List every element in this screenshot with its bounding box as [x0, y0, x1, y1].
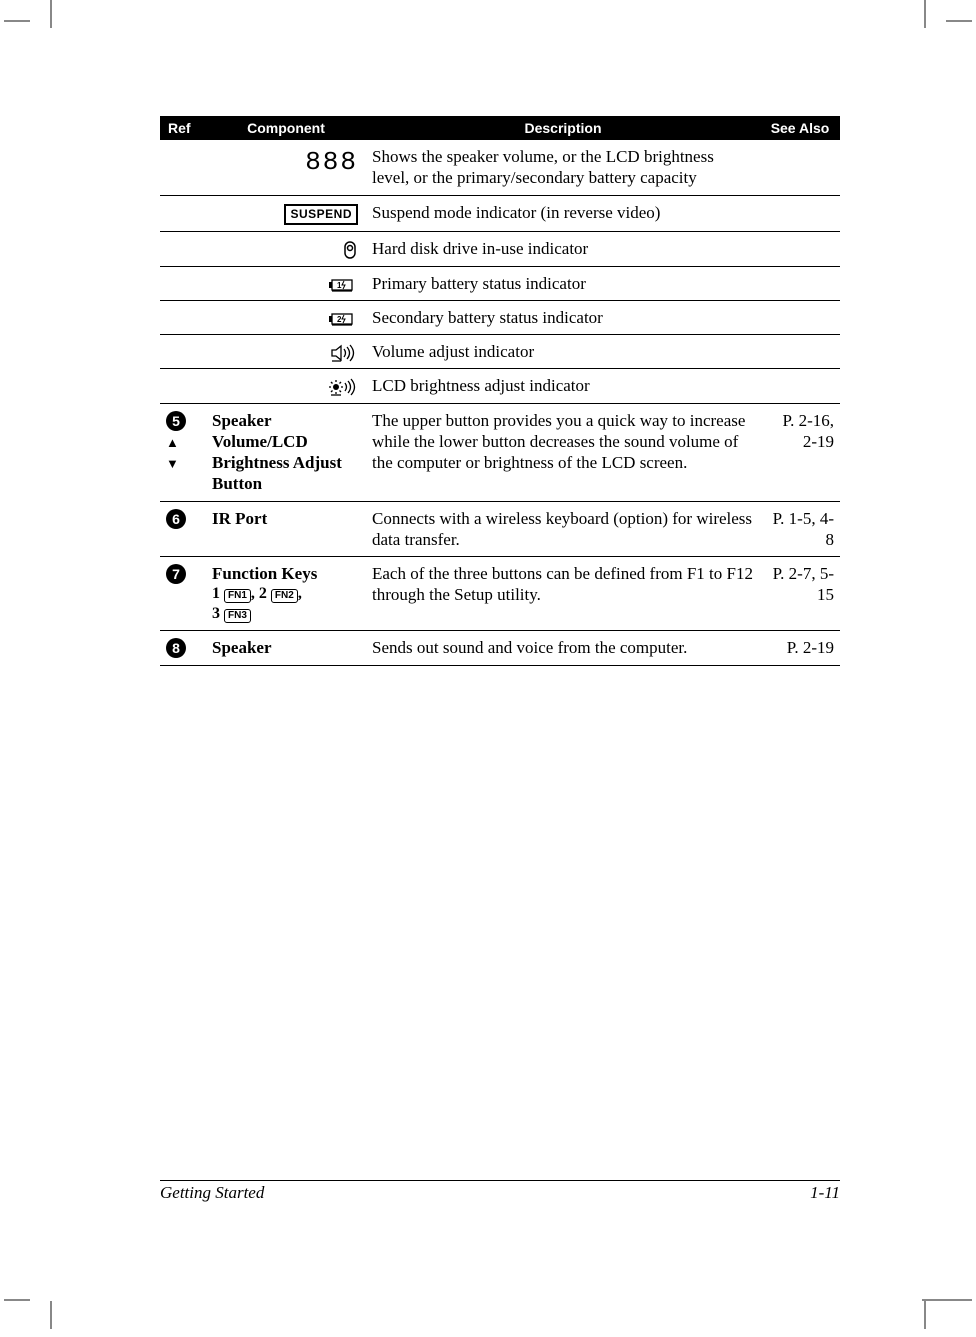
table-row: 2 Secondary battery status indicator	[160, 300, 840, 334]
component-name: IR Port	[206, 501, 366, 557]
ref-badge-6: 6	[166, 509, 186, 529]
see-also-text: P. 2-7, 5-15	[760, 557, 840, 631]
see-also-text: P. 2-19	[760, 631, 840, 665]
th-ref: Ref	[160, 116, 206, 140]
desc-text: Primary battery status indicator	[366, 266, 760, 300]
th-description: Description	[366, 116, 760, 140]
table-row: 8 Speaker Sends out sound and voice from…	[160, 631, 840, 665]
suspend-icon: SUSPEND	[206, 195, 366, 231]
fn2-key-icon: FN2	[271, 589, 298, 603]
desc-text: Suspend mode indicator (in reverse video…	[366, 195, 760, 231]
footer-left: Getting Started	[160, 1183, 264, 1202]
fn3-key-icon: FN3	[224, 609, 251, 623]
ref-badge-5: 5	[166, 411, 186, 431]
desc-text: LCD brightness adjust indicator	[366, 369, 760, 403]
page-footer: Getting Started 1-11	[160, 1180, 840, 1203]
brightness-icon	[206, 369, 366, 403]
component-table: Ref Component Description See Also 888 S…	[160, 116, 840, 666]
see-also-text: P. 2-16, 2-19	[760, 403, 840, 501]
desc-text: Volume adjust indicator	[366, 335, 760, 369]
table-row: LCD brightness adjust indicator	[160, 369, 840, 403]
desc-text: Sends out sound and voice from the compu…	[366, 631, 760, 665]
table-row: 5 ▲▼ Speaker Volume/LCD Brightness Adjus…	[160, 403, 840, 501]
footer-right: 1-11	[810, 1183, 840, 1203]
ref-badge-7: 7	[166, 564, 186, 584]
secondary-battery-icon: 2	[206, 300, 366, 334]
desc-text: The upper button provides you a quick wa…	[366, 403, 760, 501]
volume-icon	[206, 335, 366, 369]
table-row: 6 IR Port Connects with a wireless keybo…	[160, 501, 840, 557]
component-name: Speaker Volume/LCD Brightness Adjust But…	[206, 403, 366, 501]
desc-text: Secondary battery status indicator	[366, 300, 760, 334]
desc-text: Each of the three buttons can be defined…	[366, 557, 760, 631]
th-component: Component	[206, 116, 366, 140]
desc-text: Connects with a wireless keyboard (optio…	[366, 501, 760, 557]
see-also-text: P. 1-5, 4-8	[760, 501, 840, 557]
fn1-key-icon: FN1	[224, 589, 251, 603]
seven-segment-icon: 888	[206, 140, 366, 195]
ref-badge-8: 8	[166, 638, 186, 658]
table-row: 888 Shows the speaker volume, or the LCD…	[160, 140, 840, 195]
component-name: Speaker	[206, 631, 366, 665]
table-row: 7 Function Keys 1 FN1, 2 FN2, 3 FN3 Each…	[160, 557, 840, 631]
desc-text: Hard disk drive in-use indicator	[366, 231, 760, 266]
desc-text: Shows the speaker volume, or the LCD bri…	[366, 140, 760, 195]
component-name: Function Keys 1 FN1, 2 FN2, 3 FN3	[206, 557, 366, 631]
table-row: SUSPEND Suspend mode indicator (in rever…	[160, 195, 840, 231]
table-row: Volume adjust indicator	[160, 335, 840, 369]
table-row: Hard disk drive in-use indicator	[160, 231, 840, 266]
primary-battery-icon: 1	[206, 266, 366, 300]
table-row: 1 Primary battery status indicator	[160, 266, 840, 300]
th-see-also: See Also	[760, 116, 840, 140]
up-down-arrows-icon: ▲▼	[166, 435, 179, 471]
hdd-icon	[206, 231, 366, 266]
